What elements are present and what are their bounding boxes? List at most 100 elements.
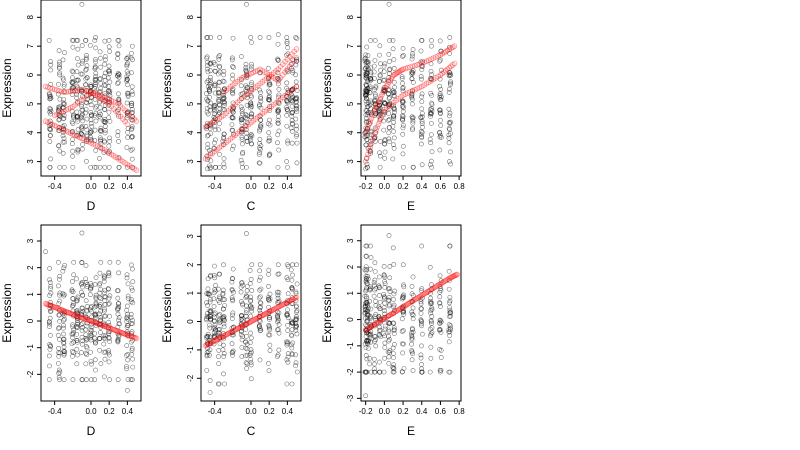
data-point [285, 297, 291, 303]
data-point [419, 134, 424, 140]
data-point [294, 109, 300, 115]
data-point [391, 331, 397, 336]
data-point [386, 75, 392, 81]
data-point [115, 129, 121, 135]
data-point [87, 307, 93, 313]
fitted-point [282, 69, 288, 75]
data-point [258, 122, 264, 128]
fitted-point [430, 285, 437, 291]
data-point [75, 77, 81, 83]
data-point [284, 40, 290, 46]
data-point [248, 376, 254, 382]
data-point [205, 341, 211, 347]
data-point [70, 324, 76, 330]
data-point [231, 65, 236, 70]
data-point [294, 369, 300, 375]
data-point [365, 312, 370, 318]
data-point [428, 120, 434, 126]
data-point [125, 82, 130, 88]
fitted-point [217, 335, 224, 341]
data-point [257, 294, 263, 300]
fitted-point [451, 273, 458, 279]
fitted-point [380, 316, 386, 322]
fitted-point [54, 111, 60, 118]
data-point [48, 156, 54, 162]
data-point [216, 381, 222, 387]
fitted-point [261, 77, 268, 83]
data-point [80, 305, 85, 311]
fitted-point [379, 91, 385, 98]
data-point [238, 157, 244, 163]
y-tick-label: 1 [26, 292, 35, 297]
data-point [115, 331, 121, 337]
y-tick-label: 0 [346, 317, 355, 322]
data-point [437, 289, 443, 295]
data-point [212, 140, 217, 146]
x-tick-label: 0.4 [416, 182, 428, 191]
data-point [289, 327, 295, 333]
fitted-point [416, 294, 423, 300]
fitted-point [60, 127, 67, 133]
data-point [428, 355, 434, 361]
data-point [93, 300, 99, 306]
data-point [129, 89, 135, 95]
fitted-point [269, 307, 276, 313]
fitted-point [122, 118, 128, 125]
fitted-point [106, 96, 112, 103]
data-point [106, 352, 112, 358]
fitted-point [58, 307, 65, 313]
data-point [80, 146, 85, 152]
data-point [115, 51, 121, 56]
data-point [116, 315, 122, 320]
y-tick-label: 3 [346, 159, 355, 164]
fitted-point [232, 132, 238, 138]
fitted-point [56, 88, 62, 94]
data-point [115, 259, 121, 265]
data-point [204, 133, 210, 139]
y-tick-label: 0 [186, 319, 195, 324]
fitted-point [74, 313, 81, 319]
data-point [129, 321, 135, 327]
data-point [87, 42, 93, 48]
fitted-point [116, 329, 123, 335]
data-point [216, 327, 222, 333]
fitted-point [227, 329, 234, 336]
data-point [205, 334, 210, 340]
data-point [249, 64, 254, 70]
fitted-point [227, 84, 234, 90]
y-tick-label: 3 [186, 159, 195, 164]
data-point [447, 294, 453, 300]
fitted-point [407, 299, 413, 306]
fitted-point [416, 61, 423, 67]
data-point [211, 114, 217, 120]
data-point [371, 69, 377, 75]
data-point [266, 35, 272, 40]
fitted-point [444, 66, 451, 72]
data-point [243, 127, 249, 133]
fitted-point [397, 305, 404, 312]
data-point [364, 156, 370, 161]
fitted-point [104, 148, 110, 155]
data-point [230, 64, 235, 69]
data-point [410, 368, 416, 373]
data-point [89, 113, 94, 119]
data-point [216, 354, 221, 359]
data-point [446, 286, 452, 292]
data-point [363, 369, 369, 375]
fitted-point [124, 121, 131, 127]
fitted-point [409, 88, 416, 94]
data-point [212, 263, 217, 269]
data-point [84, 304, 90, 309]
data-point [275, 76, 281, 81]
data-point [385, 349, 391, 355]
data-point [400, 85, 405, 91]
data-point [285, 262, 290, 268]
data-point [294, 36, 300, 41]
data-point [244, 1, 249, 7]
fitted-point [284, 299, 291, 305]
fitted-point [421, 59, 427, 66]
data-point [221, 87, 227, 93]
fitted-point [437, 52, 444, 58]
data-point [244, 284, 250, 289]
fitted-point [88, 89, 94, 96]
